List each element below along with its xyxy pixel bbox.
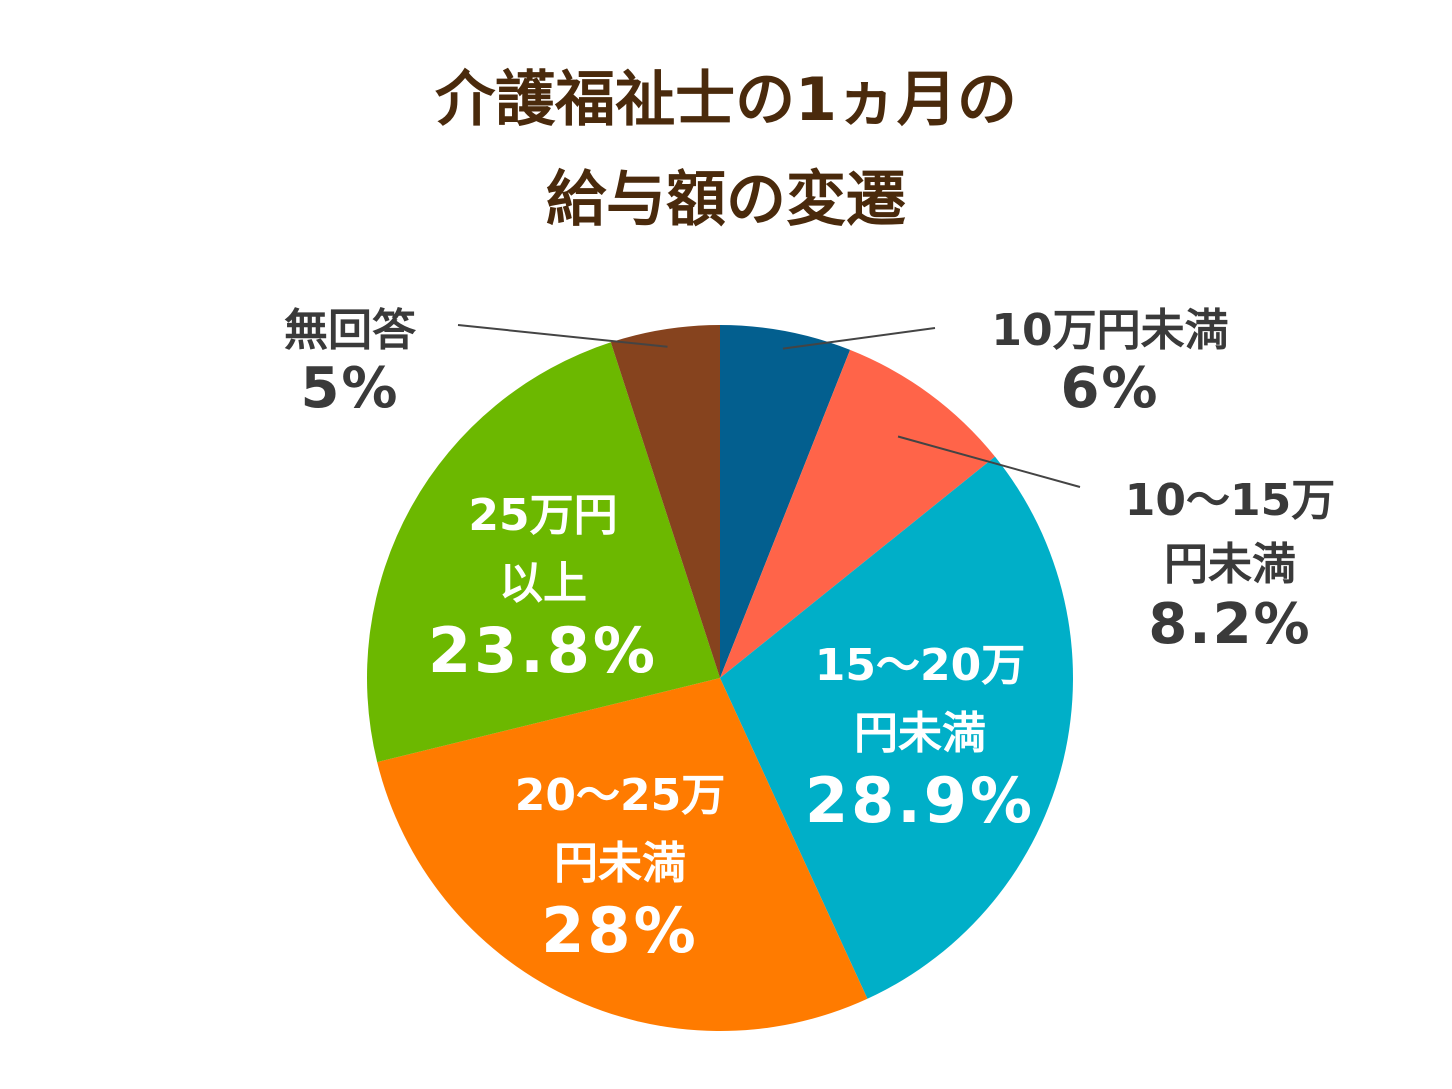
pie-slice: [720, 349, 995, 678]
slice-value-label: 28%: [541, 894, 698, 967]
leader-line: [782, 327, 936, 350]
slice-label: 円未満: [854, 708, 986, 759]
slice-value-label: 23.8%: [428, 614, 658, 687]
slice-labels: 10万円未満6%10～15万円未満8.2%15～20万円未満28.9%20～25…: [284, 305, 1335, 967]
slice-label: 円未満: [1164, 539, 1296, 590]
slice-label: 円未満: [554, 838, 686, 889]
slice-label: 10～15万: [1125, 475, 1335, 526]
chart-title: 介護福祉士の1ヵ月の 給与額の変遷: [435, 65, 1017, 235]
pie-slice: [720, 325, 851, 678]
slice-label: 20～25万: [515, 770, 725, 821]
pie-slice: [610, 325, 720, 678]
slice-label: 以上: [499, 558, 587, 609]
slice-value-label: 5%: [300, 356, 399, 421]
chart-title-line-1: 介護福祉士の1ヵ月の: [435, 65, 1017, 135]
slice-label: 無回答: [284, 305, 417, 356]
slice-label: 10万円未満: [991, 305, 1228, 356]
slice-value-label: 8.2%: [1148, 592, 1311, 657]
leader-line: [457, 324, 668, 348]
slice-value-label: 6%: [1060, 356, 1159, 421]
pie-slice: [377, 678, 868, 1031]
leader-lines: [457, 324, 1081, 488]
slice-label: 15～20万: [815, 640, 1025, 691]
chart-title-line-2: 給与額の変遷: [546, 165, 906, 235]
pie-slices: [367, 325, 1073, 1031]
pie-slice: [720, 456, 1073, 999]
slice-value-label: 28.9%: [805, 764, 1035, 837]
leader-line: [897, 435, 1081, 488]
slice-label: 25万円: [468, 490, 617, 541]
pie-slice: [367, 342, 720, 763]
